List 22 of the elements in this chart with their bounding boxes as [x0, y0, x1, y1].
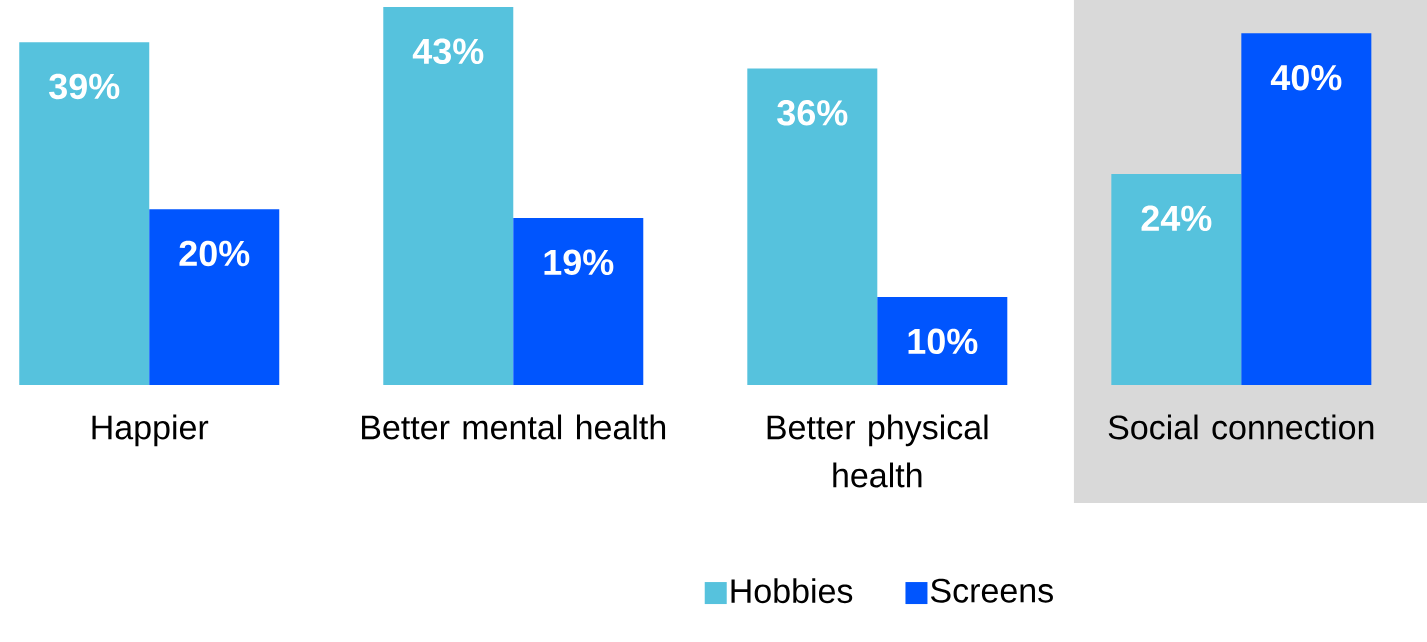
x-tick-label: Social connection	[1108, 414, 1374, 440]
bar	[149, 209, 280, 385]
x-tick-label: Better physical health	[767, 414, 988, 488]
bar	[383, 7, 514, 385]
bar	[513, 217, 644, 385]
data-label: 36%	[777, 100, 848, 126]
data-label: 24%	[1141, 205, 1212, 231]
x-tick-label: Better mental health	[362, 414, 666, 440]
bar	[1111, 174, 1242, 385]
bar	[1241, 33, 1372, 385]
data-label: 19%	[544, 249, 614, 276]
legend-label: Screens	[931, 578, 1053, 603]
data-label: 39%	[49, 73, 120, 100]
bar	[747, 68, 878, 385]
data-label: 10%	[908, 328, 978, 355]
data-label: 40%	[1270, 64, 1342, 91]
data-label: 43%	[412, 38, 484, 65]
x-tick-label: Happier	[92, 414, 209, 447]
data-label: 20%	[179, 240, 250, 267]
bar	[877, 297, 1008, 385]
bar	[19, 42, 150, 385]
legend-label: Hobbies	[731, 578, 853, 604]
